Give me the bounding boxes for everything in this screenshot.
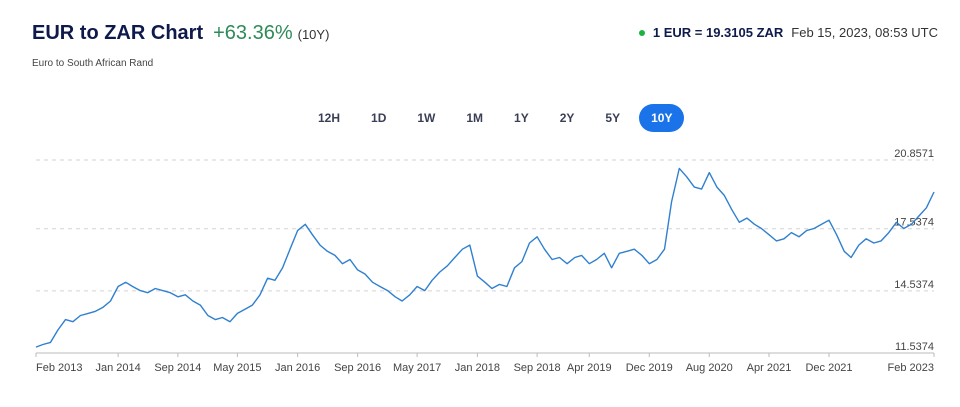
page-subtitle: Euro to South African Rand xyxy=(32,58,154,69)
range-button-1d[interactable]: 1D xyxy=(371,111,387,125)
live-dot-icon xyxy=(638,29,645,36)
y-tick-label: 11.5374 xyxy=(895,341,934,353)
x-tick-label: Apr 2021 xyxy=(747,362,792,374)
x-tick-label: Sep 2018 xyxy=(514,362,561,374)
range-button-10y[interactable]: 10Y xyxy=(639,104,685,132)
y-tick-label: 14.5374 xyxy=(894,279,934,291)
x-tick-label: Jan 2016 xyxy=(275,362,320,374)
x-tick-label: May 2017 xyxy=(393,362,441,374)
y-tick-label: 17.5374 xyxy=(894,217,934,229)
current-rate: 1 EUR = 19.3105 ZAR Feb 15, 2023, 08:53 … xyxy=(638,25,938,40)
range-button-1y[interactable]: 1Y xyxy=(514,111,529,125)
x-tick-label: Jan 2014 xyxy=(95,362,140,374)
x-tick-label: Sep 2016 xyxy=(334,362,381,374)
range-button-5y[interactable]: 5Y xyxy=(605,111,621,125)
x-tick-label: Jan 2018 xyxy=(455,362,500,374)
range-button-1m[interactable]: 1M xyxy=(466,111,484,125)
x-tick-label: Dec 2021 xyxy=(805,362,852,374)
change-period: (10Y) xyxy=(297,27,330,42)
line-chart: 20.8571 17.5374 14.5374 11.5374 Feb 2013 Jan … xyxy=(35,148,935,374)
y-tick-label: 20.8571 xyxy=(894,148,934,160)
x-tick-label: May 2015 xyxy=(213,362,261,374)
range-button-1w[interactable]: 1W xyxy=(417,111,436,125)
x-tick-label: Feb 2013 xyxy=(36,362,82,374)
rate-timestamp: Feb 15, 2023, 08:53 UTC xyxy=(791,25,938,40)
x-tick-label: Aug 2020 xyxy=(686,362,733,374)
x-tick-label: Apr 2019 xyxy=(567,362,612,374)
title-row: EUR to ZAR Chart +63.36% (10Y) xyxy=(32,22,329,45)
x-tick-label: Feb 2023 xyxy=(888,362,934,374)
series-line-0 xyxy=(35,167,935,348)
change-percent: +63.36% xyxy=(213,22,293,44)
range-selector: 12H 1D 1W 1M 1Y 2Y 5Y 10Y xyxy=(306,104,691,132)
range-button-12h[interactable]: 12H xyxy=(318,111,341,125)
x-tick-label: Sep 2014 xyxy=(154,362,201,374)
x-tick-label: Dec 2019 xyxy=(626,362,673,374)
rate-value: 1 EUR = 19.3105 ZAR xyxy=(652,25,784,40)
page-title: EUR to ZAR Chart xyxy=(32,22,204,44)
range-button-2y[interactable]: 2Y xyxy=(559,111,575,125)
